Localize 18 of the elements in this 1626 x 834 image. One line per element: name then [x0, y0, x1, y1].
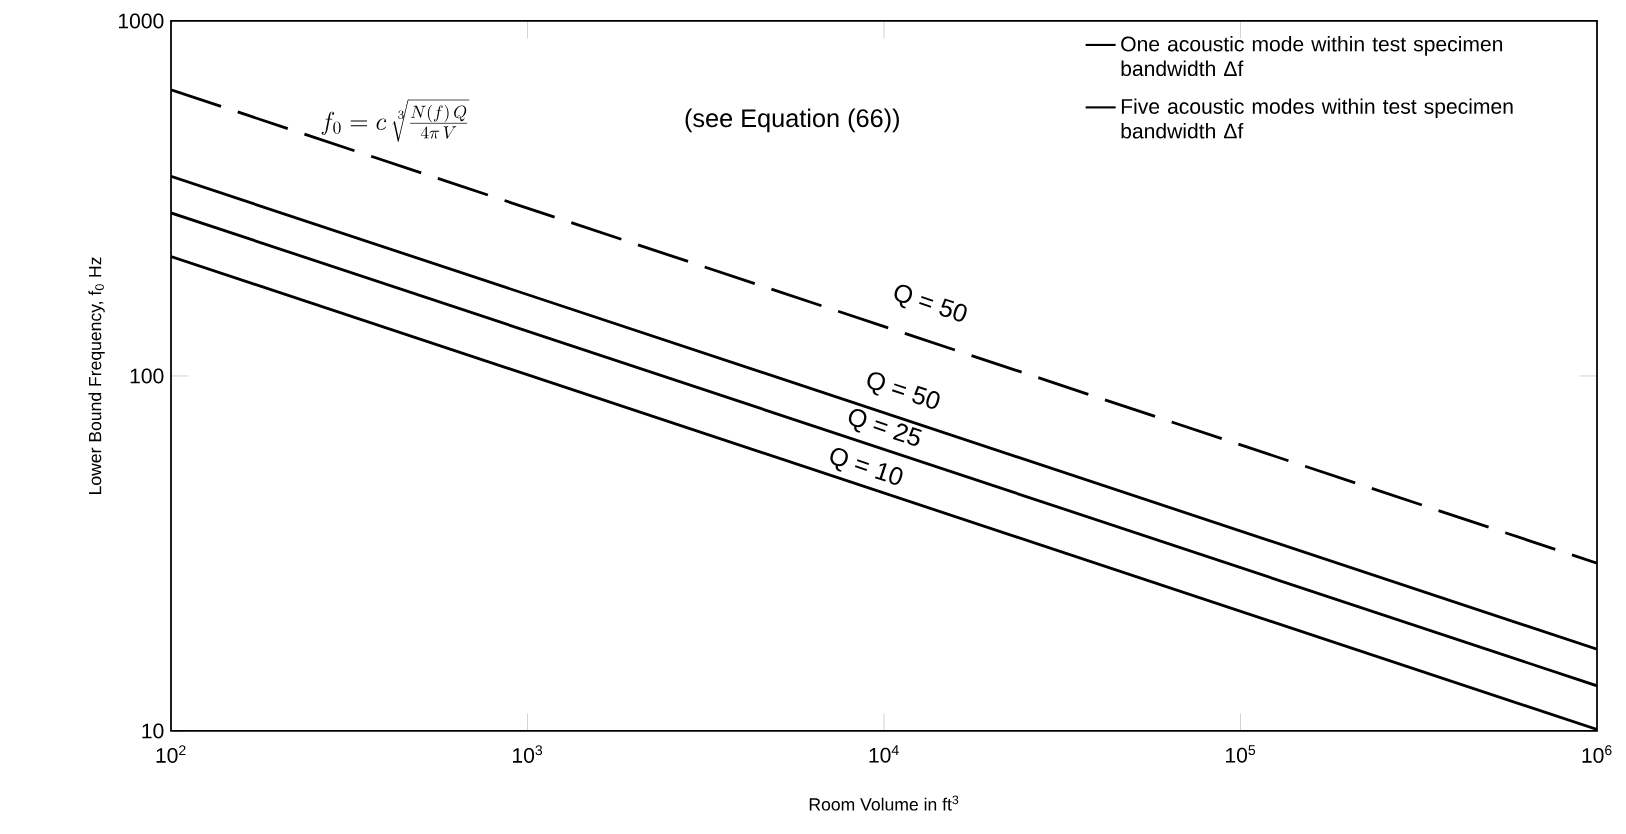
annotation: Q = 50 [867, 372, 940, 409]
annotation: Q = 25 [848, 409, 922, 446]
y-axis-title: Lower Bound Frequency, f$_{0}$ Hz [88, 257, 105, 494]
y-tick-label: 100 [130, 368, 164, 384]
x-axis-title: Room Volume in ft$^{3}$ [809, 795, 959, 811]
annotation: Q = 50 [894, 284, 967, 322]
legend-label: One acoustic mode within test specimen bandwidth Δf [1121, 36, 1503, 77]
x-tick-label: 10$^{4}$ [869, 745, 899, 763]
x-tick-label: 10$^{3}$ [513, 745, 543, 763]
y-tick-label: 10 [142, 723, 164, 739]
annotation: Q = 10 [830, 448, 903, 485]
x-tick-label: 10$^{6}$ [1582, 745, 1612, 763]
annotation: $f_0 = c\,\sqrt[3]{\frac{N(f)\,Q}{4\pi\,V}}$ [321, 99, 470, 142]
annotation: (see Equation (66)) [685, 108, 899, 133]
legend-label: Five acoustic modes within test specimen bandwidth Δf [1121, 98, 1513, 139]
x-tick-label: 10$^{5}$ [1226, 745, 1256, 763]
x-tick-label: 10$^{2}$ [156, 745, 186, 763]
y-tick-label: 1000 [118, 13, 164, 29]
